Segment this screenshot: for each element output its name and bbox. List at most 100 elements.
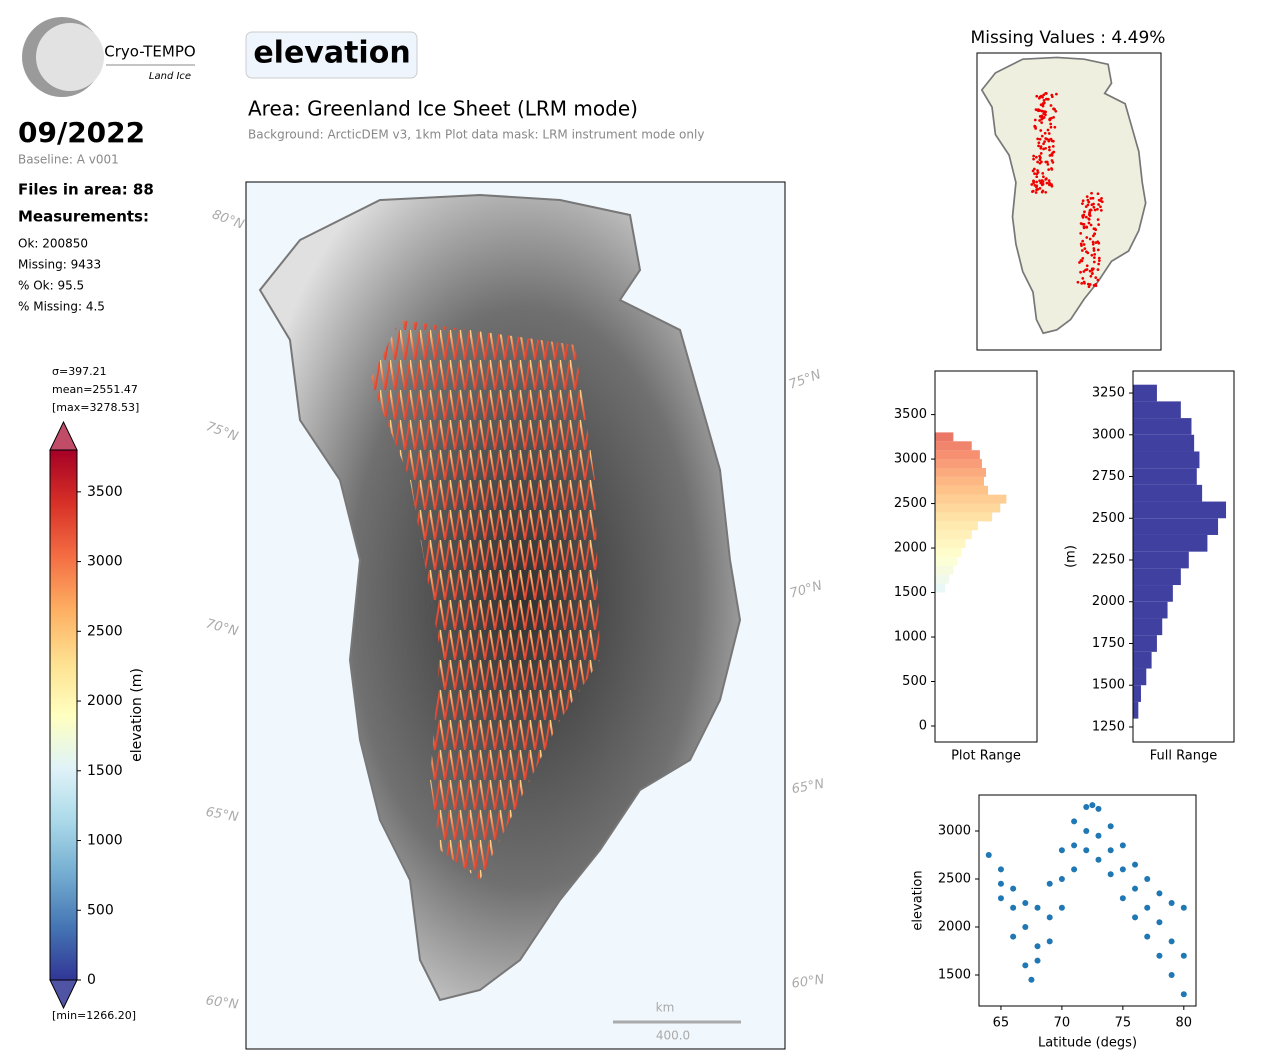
histogram-bar: [1133, 651, 1152, 669]
scatter-point: [1046, 880, 1053, 887]
logo: Cryo-TEMPO Land Ice: [22, 17, 196, 97]
histogram-bar: [935, 574, 950, 584]
scatter-point: [1132, 914, 1139, 921]
scatter-point: [1107, 823, 1114, 830]
scatter-point: [1022, 899, 1029, 906]
axes-frame: [978, 794, 1197, 1007]
missing-map-frame: [976, 52, 1162, 351]
lat-label: 70°N: [204, 617, 240, 640]
scatter-point: [1083, 847, 1090, 854]
colorbar-min-label: [min=1266.20]: [52, 1009, 136, 1022]
colorbar-stat: [max=3278.53]: [52, 401, 139, 414]
histogram-bar: [1133, 635, 1157, 652]
scatter-point: [1180, 904, 1187, 911]
colorbar-label: elevation (m): [129, 668, 145, 762]
scatter-point: [1156, 890, 1163, 897]
scatter-point: [1010, 904, 1017, 911]
histogram-bar: [1133, 418, 1192, 435]
histogram-bar: [935, 476, 984, 486]
logo-subtitle: Land Ice: [149, 71, 191, 82]
scatter-point: [1107, 871, 1114, 878]
y-tick-label: 3250: [1092, 386, 1125, 401]
scatter-point: [1156, 919, 1163, 926]
scatter-point: [1058, 875, 1065, 882]
scatter-point: [1180, 991, 1187, 998]
histogram-bar: [1133, 451, 1200, 469]
histogram-bar: [1133, 618, 1163, 636]
scatter-point: [1095, 805, 1102, 812]
histogram-bar: [1133, 384, 1157, 402]
measurement-tracks: [370, 320, 600, 880]
scatter-point: [1046, 914, 1053, 921]
scatter-point: [1144, 875, 1151, 882]
scatter-point: [1034, 957, 1041, 964]
measurements-title: Measurements:: [18, 208, 149, 226]
histogram-bar: [1133, 685, 1141, 702]
y-tick-label: 500: [902, 674, 927, 689]
histogram-bar: [935, 450, 980, 460]
y-axis-label: (m): [1064, 545, 1079, 568]
scatter-point: [1107, 847, 1114, 854]
scatter-point: [1119, 895, 1126, 902]
scatter-point: [1034, 904, 1041, 911]
colorbar-stat: σ=397.21: [52, 365, 107, 378]
histogram-bar: [935, 432, 954, 442]
histogram-bar: [1133, 501, 1227, 519]
histogram-bar: [1133, 551, 1189, 569]
scatter-point: [1034, 943, 1041, 950]
histogram-bar: [1133, 668, 1147, 686]
scale-unit: km: [656, 1001, 675, 1015]
x-tick-label: 80: [1176, 1016, 1193, 1031]
missing-title: Missing Values : 4.49%: [971, 28, 1166, 48]
y-tick-label: 2500: [938, 871, 971, 886]
y-tick-label: 1250: [1092, 719, 1125, 734]
scatter-point: [1022, 923, 1029, 930]
x-axis-label: Latitude (degs): [1038, 1036, 1137, 1051]
histogram-bar: [935, 565, 954, 575]
scatter-point: [1071, 842, 1078, 849]
scatter-point: [1083, 827, 1090, 834]
scatter-point: [1168, 938, 1175, 945]
scatter-point: [1144, 904, 1151, 911]
map-frame: [245, 181, 786, 1050]
y-tick-label: 3000: [894, 452, 927, 467]
y-tick-label: 0: [919, 718, 927, 733]
measurement: % Ok: 95.5: [18, 279, 84, 293]
scatter-point: [997, 866, 1004, 873]
scatter-point: [1058, 904, 1065, 911]
colorbar-extend-max: [49, 420, 78, 451]
area: Area: Greenland Ice Sheet (LRM mode): [248, 97, 638, 121]
scatter-point: [1132, 861, 1139, 868]
scatter-point: [1168, 971, 1175, 978]
histogram-bar: [1133, 568, 1181, 586]
x-tick-label: 75: [1115, 1016, 1132, 1031]
scatter-point: [1095, 856, 1102, 863]
lat-label: 65°N: [205, 805, 240, 826]
histogram-bar: [935, 530, 972, 540]
y-tick-label: 2000: [1092, 594, 1125, 609]
date: 09/2022: [18, 116, 145, 149]
scatter-point: [1119, 866, 1126, 873]
scatter-point: [1144, 933, 1151, 940]
y-tick-label: 2500: [894, 496, 927, 511]
measurement: % Missing: 4.5: [18, 300, 105, 314]
y-tick-label: 2500: [1092, 511, 1125, 526]
scatter-point: [1028, 976, 1035, 983]
histogram-bar: [1133, 601, 1168, 619]
histogram-bar: [935, 521, 978, 531]
y-tick-label: 3000: [1092, 427, 1125, 442]
scatter-point: [1022, 962, 1029, 969]
lat-label: 60°N: [205, 993, 240, 1012]
colorbar-tick-label: 1000: [87, 833, 123, 849]
colorbar-stat: mean=2551.47: [52, 383, 138, 396]
measurement: Ok: 200850: [18, 237, 88, 251]
histogram-bar: [935, 548, 962, 557]
colorbar-tick-label: 2500: [87, 623, 123, 639]
y-axis-label: elevation: [911, 870, 926, 930]
histogram-bar: [935, 556, 958, 566]
colorbar-tick-label: 2000: [87, 693, 123, 709]
colorbar-tick-label: 1500: [87, 763, 123, 779]
histogram-bar: [1133, 585, 1173, 602]
scatter-point: [1168, 899, 1175, 906]
y-tick-label: 2750: [1092, 469, 1125, 484]
